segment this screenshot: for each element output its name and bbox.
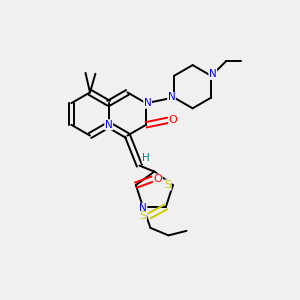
- Text: N: N: [139, 203, 147, 213]
- Text: N: N: [209, 69, 217, 80]
- Text: N: N: [168, 92, 176, 103]
- Text: O: O: [169, 115, 178, 125]
- Text: S: S: [139, 212, 146, 221]
- Text: N: N: [144, 98, 152, 108]
- Text: S: S: [164, 180, 171, 190]
- Text: O: O: [153, 174, 162, 184]
- Text: H: H: [142, 153, 150, 163]
- Text: N: N: [105, 120, 112, 130]
